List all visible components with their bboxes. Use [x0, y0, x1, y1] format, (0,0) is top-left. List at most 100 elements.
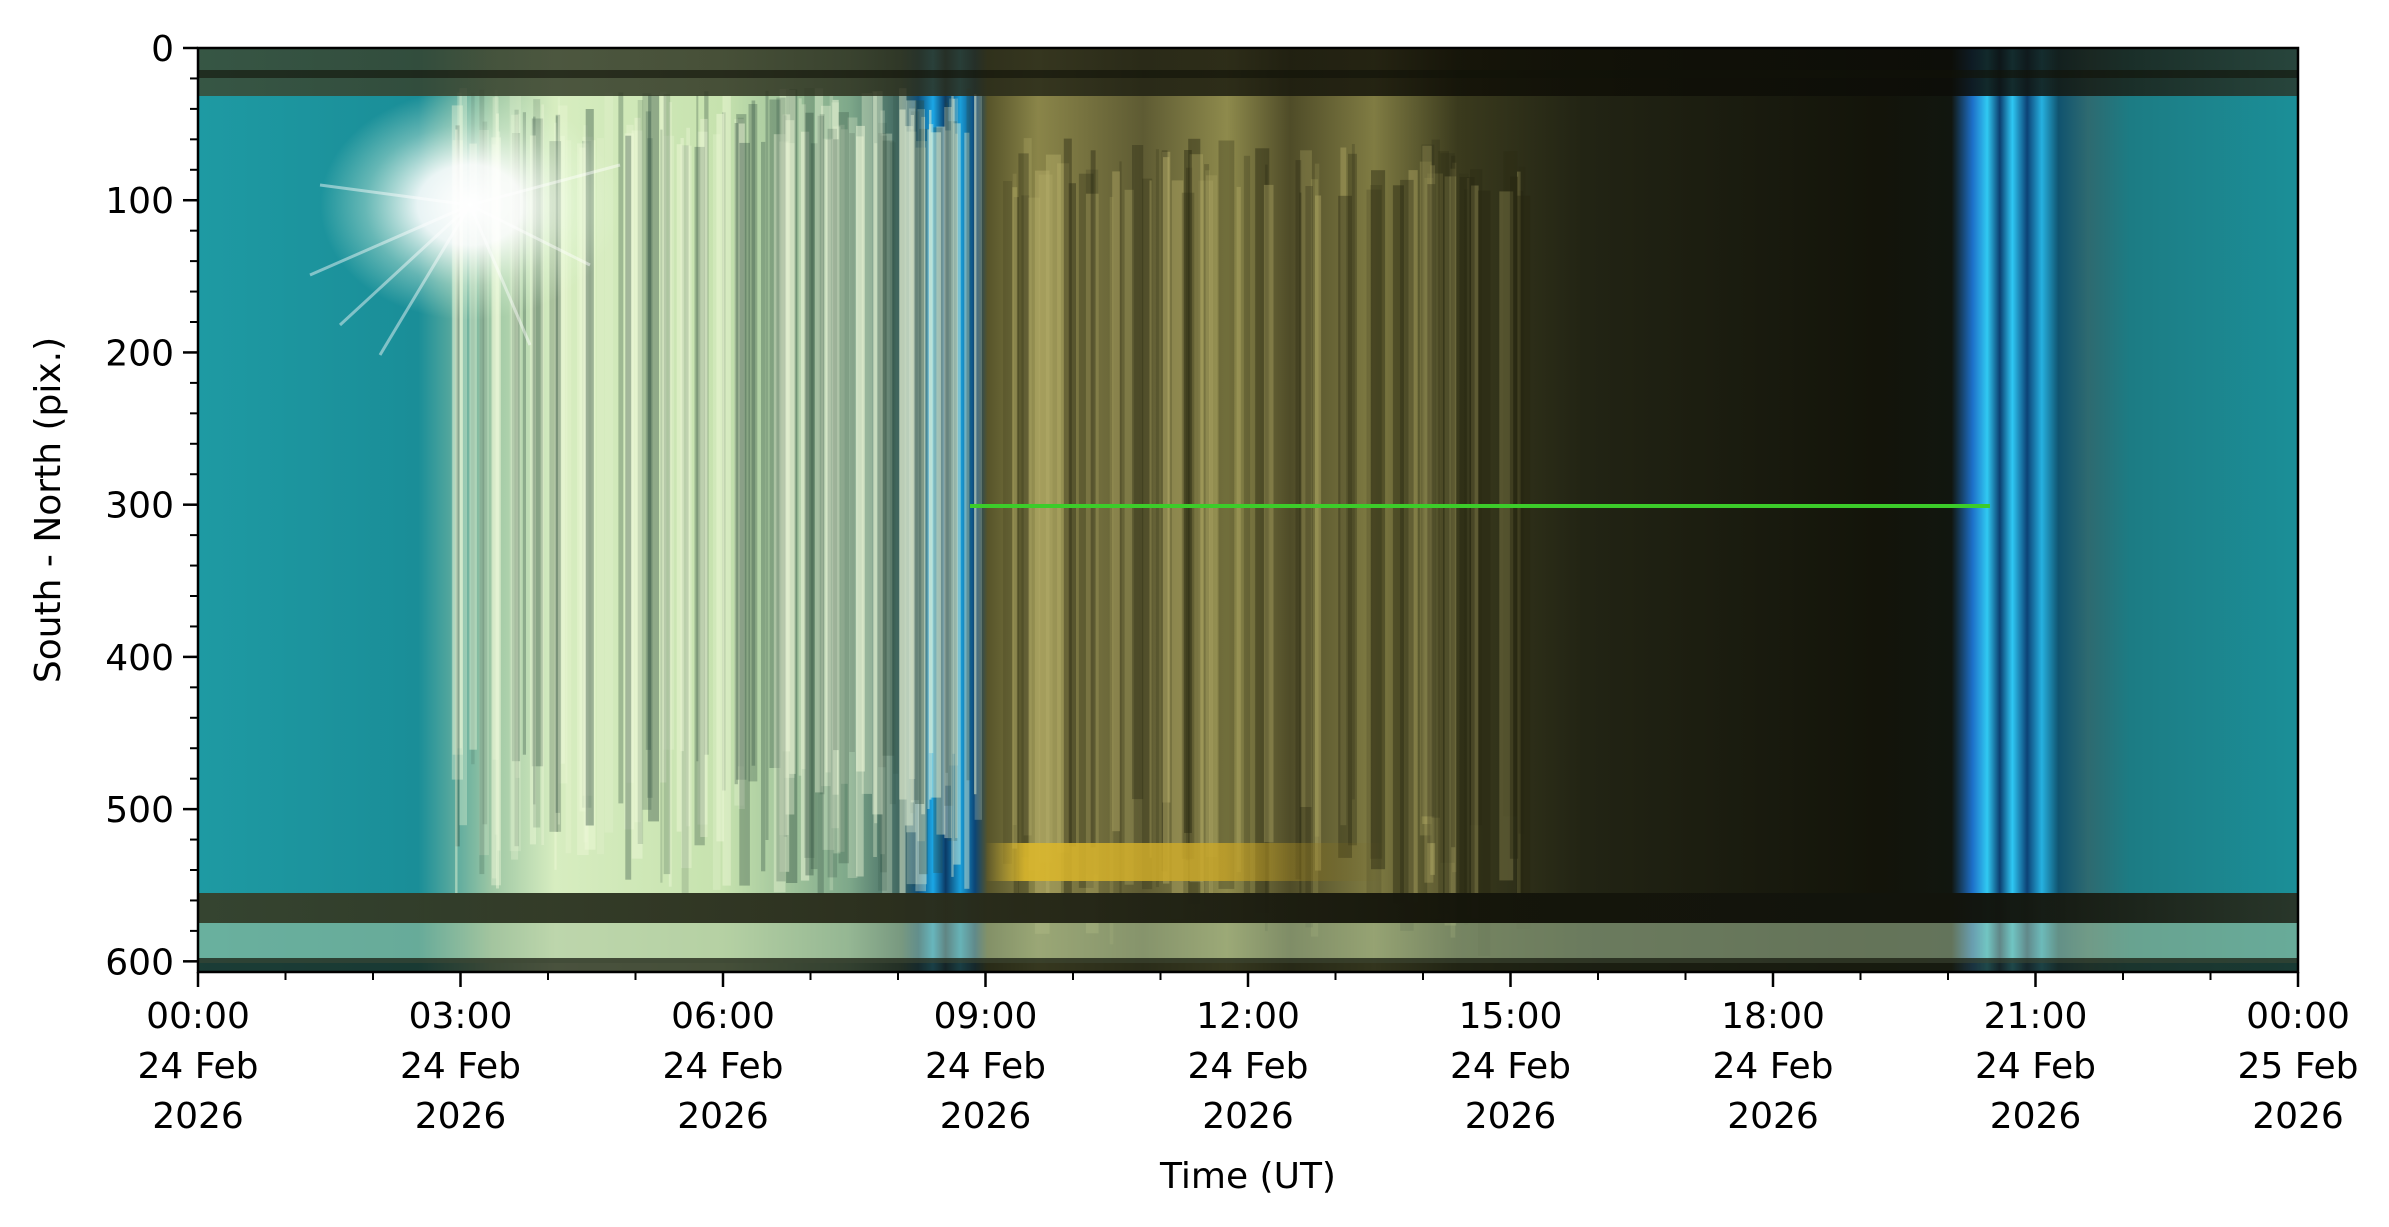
- keogram-streak: [1163, 157, 1170, 884]
- x-tick-label: 24 Feb: [663, 1046, 784, 1087]
- keogram-streak: [805, 112, 814, 876]
- keogram-streak: [1366, 189, 1382, 900]
- keogram-streak: [1516, 195, 1531, 929]
- keogram-streak: [565, 140, 572, 854]
- keogram-streak: [634, 117, 641, 823]
- keogram-streak: [531, 118, 544, 767]
- keogram-streak: [829, 95, 834, 891]
- keogram-streak: [700, 118, 708, 837]
- keogram-streak: [479, 89, 485, 875]
- keogram-streak: [1314, 163, 1320, 837]
- keogram-streak: [722, 95, 731, 886]
- keogram-streak: [515, 114, 520, 778]
- keogram-streak: [966, 88, 971, 781]
- keogram-streak: [773, 134, 786, 893]
- x-tick-label: 24 Feb: [1188, 1046, 1309, 1087]
- keogram-streak: [1478, 190, 1491, 956]
- keogram-streak: [936, 126, 946, 835]
- keogram-streak: [660, 91, 667, 783]
- keogram-streak: [459, 88, 467, 826]
- keogram-streak: [856, 136, 864, 877]
- keogram-streak: [479, 130, 489, 856]
- y-tick-label: 0: [151, 29, 174, 70]
- keogram-streak: [1422, 145, 1432, 824]
- keogram-streak: [831, 102, 839, 829]
- keogram-streak: [680, 138, 684, 752]
- x-tick-label: 2026: [1465, 1096, 1557, 1137]
- keogram-streak: [785, 120, 795, 815]
- keogram-streak: [779, 88, 790, 872]
- keogram-streak: [1450, 168, 1456, 938]
- keogram-streak: [584, 140, 596, 850]
- keogram-streak: [798, 98, 802, 776]
- keogram-streak: [880, 135, 887, 873]
- keogram-streak: [1034, 170, 1050, 934]
- x-tick-label: 2026: [415, 1096, 507, 1137]
- sun-glare-ray: [469, 203, 591, 267]
- keogram-streak: [944, 107, 952, 839]
- keogram-streak: [944, 96, 954, 806]
- keogram-streak: [947, 121, 958, 841]
- keogram-streak: [847, 117, 858, 878]
- keogram-streak: [451, 105, 463, 780]
- keogram-streak: [929, 109, 932, 800]
- keogram-streak: [1371, 170, 1386, 870]
- keogram-streak: [555, 114, 561, 813]
- keogram-streak: [1421, 144, 1435, 817]
- x-axis-label: Time (UT): [1159, 1156, 1336, 1197]
- sun-glare-ray: [319, 183, 471, 207]
- keogram-streak: [974, 94, 977, 795]
- keogram-streak: [765, 90, 769, 840]
- keogram-streak: [904, 126, 914, 826]
- keogram-streak: [1021, 195, 1030, 858]
- keogram-streak: [789, 90, 796, 774]
- keogram-streak: [800, 131, 810, 881]
- keogram-streak: [833, 139, 839, 751]
- keogram-streak: [1444, 176, 1457, 926]
- keogram-streak: [1518, 190, 1524, 915]
- keogram-streak: [522, 112, 526, 755]
- keogram-streak: [1142, 178, 1153, 890]
- keogram-streak: [1340, 147, 1347, 826]
- keogram-streak: [783, 115, 788, 837]
- keogram-streak: [533, 99, 541, 828]
- keogram-streak: [833, 126, 841, 854]
- keogram-streak: [915, 147, 926, 892]
- keogram-streak: [906, 131, 917, 885]
- keogram-streak: [1132, 145, 1144, 800]
- keogram-image: [198, 48, 2298, 972]
- keogram-streak: [1162, 151, 1171, 803]
- keogram-streak: [1012, 187, 1018, 849]
- x-axis: 00:00 24 Feb 2026 03:00 24 Feb 2026 06:00 24 Fe…: [138, 972, 2359, 1137]
- keogram-streak: [1509, 176, 1519, 859]
- keogram-streak: [529, 135, 536, 845]
- keogram-streak: [1464, 189, 1469, 925]
- keogram-streak: [933, 127, 943, 873]
- keogram-streak: [582, 136, 594, 796]
- x-tick-label: 2026: [940, 1096, 1032, 1137]
- keogram-streak: [930, 132, 942, 798]
- y-tick-label: 600: [105, 942, 174, 983]
- keogram-streak: [919, 128, 928, 875]
- keogram-streak: [1155, 149, 1159, 888]
- keogram-streak: [889, 142, 896, 805]
- x-tick-label: 00:00: [146, 996, 250, 1037]
- x-tick-label: 24 Feb: [138, 1046, 259, 1087]
- keogram-streak: [1204, 164, 1210, 906]
- keogram-streak: [471, 92, 475, 765]
- keogram-streak: [494, 89, 498, 835]
- keogram-streak: [557, 97, 560, 825]
- keogram-streak: [1181, 192, 1195, 859]
- keogram-streak: [642, 93, 652, 810]
- sun-glare-ray: [469, 163, 621, 207]
- keogram-streak: [951, 96, 954, 877]
- y-axis: 0 100 200 300 400 500 600: [105, 29, 198, 983]
- keogram-streak: [1149, 180, 1152, 858]
- keogram-streak: [1408, 170, 1418, 903]
- keogram-streak: [1109, 197, 1114, 945]
- keogram-streak: [739, 142, 750, 886]
- keogram-streak: [1003, 181, 1012, 864]
- keogram-streak: [910, 129, 916, 814]
- keogram-streak: [696, 95, 699, 762]
- keogram-streak: [1430, 165, 1435, 875]
